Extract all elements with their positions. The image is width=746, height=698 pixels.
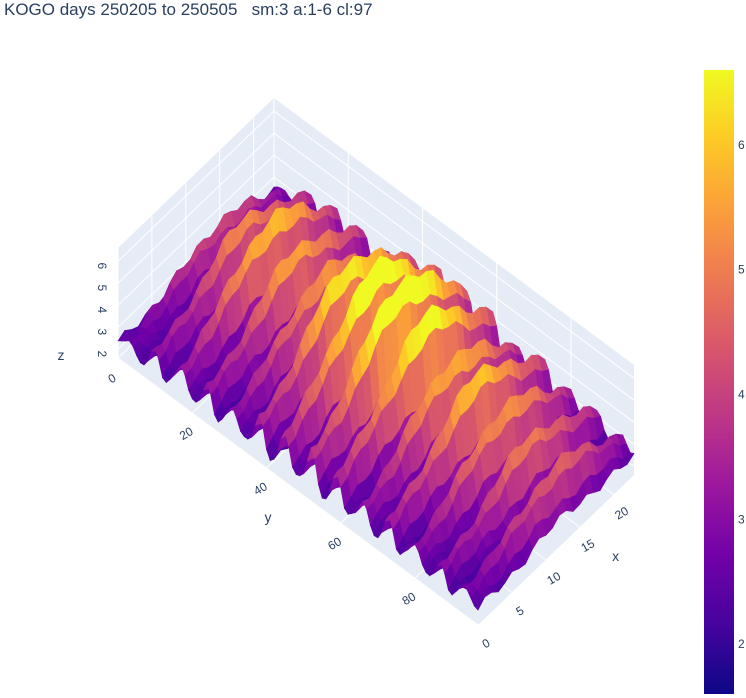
- colorbar-tick-label: 4: [738, 387, 745, 401]
- y-tick-label: 80: [400, 589, 419, 608]
- z-tick-label: 4: [95, 307, 109, 314]
- colorbar-tick-label: 3: [738, 512, 745, 526]
- axes-labels: 0 20 40 60 80 y 0 5 10 15 20 x 2 3 4 5 6 z: [58, 263, 632, 652]
- x-tick-label: 10: [545, 569, 564, 588]
- grid-line-x: [117, 357, 479, 626]
- y-tick-label: 20: [177, 424, 196, 443]
- back-wall-y0: [118, 98, 274, 358]
- x-axis-title: x: [612, 548, 619, 564]
- grid-line-z-side: [273, 132, 635, 401]
- surface-cell: [473, 595, 486, 611]
- colorbar-tick-label: 6: [738, 138, 745, 152]
- surface-mesh: [117, 186, 635, 611]
- z-tick-label: 2: [95, 351, 109, 358]
- colorbar-bar: [704, 70, 734, 694]
- z-tick-label: 3: [95, 329, 109, 336]
- colorbar-tick-label: 2: [738, 637, 745, 651]
- z-axis-title: z: [58, 347, 65, 363]
- colorbar-tick-label: 5: [738, 263, 745, 277]
- y-tick-label: 40: [251, 479, 270, 498]
- y-tick-label: 60: [325, 534, 344, 553]
- grid-line-z: [117, 110, 275, 262]
- x-tick-label: 20: [612, 504, 631, 523]
- z-tick-label: 5: [95, 285, 109, 292]
- y-axis-title: y: [265, 509, 272, 525]
- z-tick-label: 6: [95, 263, 109, 270]
- x-tick-label: 15: [578, 536, 597, 555]
- grid-line-z-side: [273, 110, 635, 379]
- colorbar: 2 3 4 5 6: [704, 70, 745, 694]
- x-tick-label: 5: [514, 603, 527, 619]
- chart-title: KOGO days 250205 to 250505 sm:3 a:1-6 cl…: [4, 0, 373, 19]
- grid-line-z: [117, 132, 275, 284]
- y-tick-label: 0: [106, 371, 119, 387]
- grid-line-z: [117, 154, 275, 306]
- x-tick-label: 0: [480, 636, 493, 652]
